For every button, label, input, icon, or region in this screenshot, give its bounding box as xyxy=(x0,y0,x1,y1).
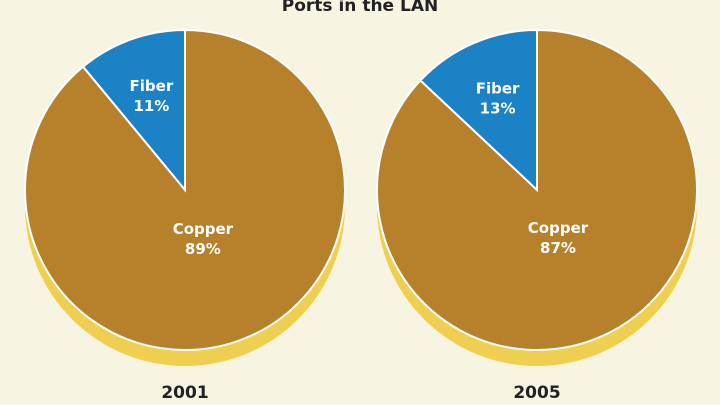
pie-slice xyxy=(376,28,698,351)
chart-title: Ports in the LAN xyxy=(282,0,438,16)
slice-name: Copper xyxy=(173,220,234,238)
pie-slice xyxy=(81,28,186,193)
pie-title: 2005 xyxy=(513,383,560,403)
slice-name: Copper xyxy=(528,219,589,237)
slice-label: 11% xyxy=(133,97,169,115)
slice-label: 13% xyxy=(480,99,516,117)
pie-slice xyxy=(24,28,346,351)
pie-slice xyxy=(418,28,538,193)
slice-name: Fiber xyxy=(130,77,174,95)
slice-name: Fiber xyxy=(476,79,520,97)
pie-title: 2001 xyxy=(161,383,208,403)
slice-label: 89% xyxy=(185,240,221,258)
slice-label: 87% xyxy=(540,239,576,257)
